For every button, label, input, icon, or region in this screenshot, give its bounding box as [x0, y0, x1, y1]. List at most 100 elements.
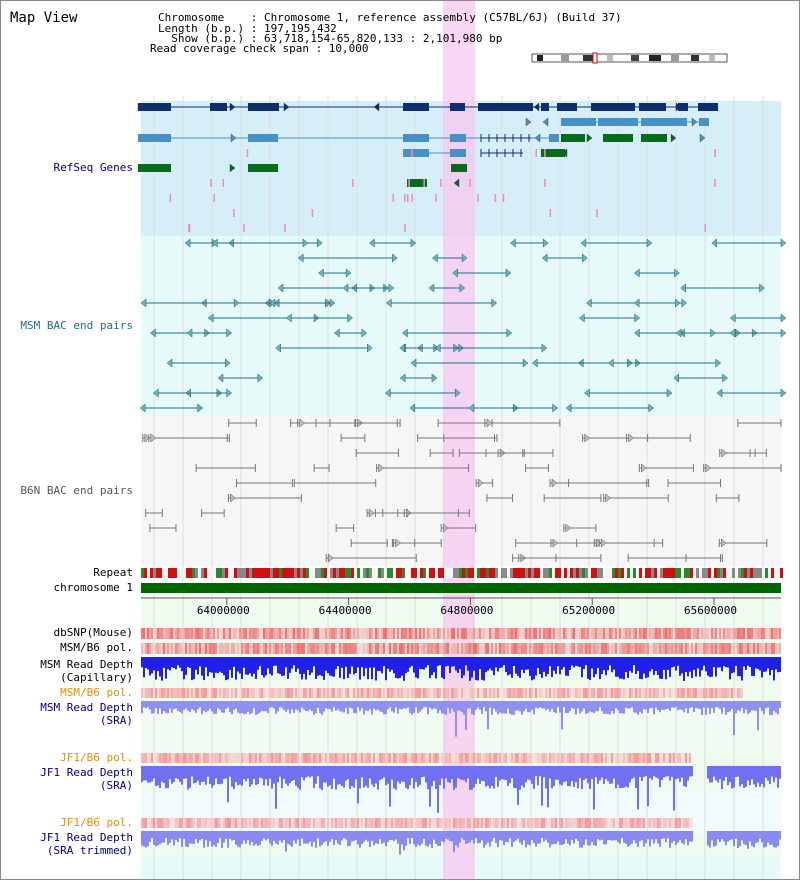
msm-bac-end[interactable]	[212, 238, 218, 248]
msm-bac-end[interactable]	[410, 238, 417, 248]
refseq-gene[interactable]	[561, 134, 585, 142]
msm-bac-end[interactable]	[402, 328, 408, 338]
msm-bac-end[interactable]	[361, 328, 368, 338]
msm-bac-end[interactable]	[711, 238, 717, 248]
msm-bac-end[interactable]	[140, 298, 147, 308]
b6n-bac-arrow[interactable]	[144, 433, 151, 443]
refseq-gene[interactable]	[138, 164, 171, 172]
refseq-feature[interactable]	[469, 179, 471, 187]
refseq-gene[interactable]	[403, 103, 429, 111]
msm-bac-end[interactable]	[541, 253, 548, 263]
msm-bac-end[interactable]	[452, 268, 458, 278]
b6n-bac-arrow[interactable]	[600, 538, 607, 548]
refseq-gene[interactable]	[248, 164, 278, 172]
gene-strand-arrow[interactable]	[533, 102, 540, 112]
msm-bac-end[interactable]	[710, 328, 716, 338]
refseq-feature[interactable]	[213, 194, 215, 202]
refseq-feature[interactable]	[477, 194, 479, 202]
refseq-gene[interactable]	[699, 118, 709, 126]
refseq-gene[interactable]	[407, 179, 427, 187]
msm-bac-end[interactable]	[505, 268, 512, 278]
msm-bac-end[interactable]	[166, 358, 173, 368]
msm-bac-end[interactable]	[409, 403, 415, 413]
msm-bac-end[interactable]	[580, 238, 587, 248]
msm-bac-end[interactable]	[459, 283, 466, 293]
gene-strand-arrow[interactable]	[453, 178, 460, 188]
refseq-feature[interactable]	[404, 224, 406, 232]
b6n-bac-arrow[interactable]	[705, 463, 712, 473]
msm-bac-end[interactable]	[491, 298, 498, 308]
b6n-bac-arrow[interactable]	[605, 493, 612, 503]
msm-bac-end[interactable]	[345, 268, 352, 278]
msm-bac-end[interactable]	[586, 298, 592, 308]
msm-bac-end[interactable]	[780, 388, 787, 398]
gene-strand-arrow[interactable]	[534, 133, 541, 143]
refseq-gene[interactable]	[541, 149, 565, 157]
msm-bac-end[interactable]	[681, 298, 688, 308]
msm-bac-end[interactable]	[186, 328, 193, 338]
refseq-gene[interactable]	[138, 134, 171, 142]
refseq-gene[interactable]	[541, 103, 549, 111]
refseq-gene[interactable]	[138, 103, 171, 111]
msm-bac-end[interactable]	[541, 343, 548, 353]
refseq-feature[interactable]	[222, 179, 225, 187]
refseq-feature[interactable]	[169, 194, 172, 202]
msm-bac-end[interactable]	[334, 328, 340, 338]
refseq-feature[interactable]	[704, 224, 706, 232]
refseq-gene[interactable]	[641, 118, 687, 126]
msm-bac-end[interactable]	[302, 238, 309, 248]
refseq-gene[interactable]	[450, 149, 466, 157]
b6n-bac-arrow[interactable]	[486, 418, 493, 428]
msm-bac-end[interactable]	[392, 253, 398, 263]
b6n-bac-arrow[interactable]	[395, 538, 401, 548]
b6n-bac-arrow[interactable]	[551, 478, 558, 488]
msm-bac-end[interactable]	[675, 328, 682, 338]
chromosome-bar[interactable]	[141, 583, 781, 593]
msm-bac-end[interactable]	[552, 403, 558, 413]
msm-bac-end[interactable]	[428, 283, 435, 293]
msm-bac-end[interactable]	[608, 358, 614, 368]
b6n-bac-arrow[interactable]	[442, 523, 449, 533]
msm-bac-end[interactable]	[759, 283, 765, 293]
refseq-feature[interactable]	[352, 179, 354, 187]
b6n-bac-arrow[interactable]	[299, 418, 305, 428]
gene-strand-arrow[interactable]	[373, 102, 380, 112]
refseq-gene[interactable]	[561, 118, 596, 126]
msm-bac-end[interactable]	[434, 343, 441, 353]
msm-bac-end[interactable]	[722, 373, 728, 383]
gene-strand-arrow[interactable]	[712, 102, 719, 112]
msm-bac-end[interactable]	[388, 283, 395, 293]
refseq-feature[interactable]	[284, 224, 286, 232]
msm-bac-end[interactable]	[584, 388, 590, 398]
msm-bac-end[interactable]	[225, 358, 231, 368]
refseq-feature[interactable]	[233, 209, 235, 217]
refseq-feature[interactable]	[714, 179, 716, 187]
msm-bac-end[interactable]	[233, 298, 240, 308]
msm-bac-end[interactable]	[197, 403, 203, 413]
b6n-bac-arrow[interactable]	[150, 433, 157, 443]
msm-bac-end[interactable]	[257, 373, 264, 383]
msm-bac-end[interactable]	[454, 388, 461, 398]
msm-bac-end[interactable]	[369, 238, 375, 248]
msm-bac-end[interactable]	[410, 358, 417, 368]
refseq-feature[interactable]	[403, 194, 406, 202]
msm-bac-end[interactable]	[522, 358, 529, 368]
b6n-bac-arrow[interactable]	[721, 538, 727, 548]
msm-bac-end[interactable]	[139, 403, 146, 413]
msm-bac-end[interactable]	[531, 358, 538, 368]
track-label-b6n-bac[interactable]: B6N BAC end pairs	[20, 484, 133, 497]
refseq-gene[interactable]	[248, 134, 278, 142]
msm-bac-end[interactable]	[461, 253, 468, 263]
gene-strand-arrow[interactable]	[586, 133, 593, 143]
msm-bac-end[interactable]	[367, 343, 373, 353]
gene-strand-arrow[interactable]	[137, 102, 144, 112]
refseq-feature[interactable]	[188, 224, 191, 232]
gene-strand-arrow[interactable]	[525, 117, 532, 127]
msm-bac-end[interactable]	[297, 253, 304, 263]
msm-bac-end[interactable]	[317, 238, 323, 248]
gene-strand-arrow[interactable]	[230, 133, 237, 143]
refseq-gene[interactable]	[678, 103, 688, 111]
refseq-gene[interactable]	[641, 134, 667, 142]
refseq-feature[interactable]	[246, 149, 249, 157]
refseq-gene[interactable]	[591, 103, 635, 111]
